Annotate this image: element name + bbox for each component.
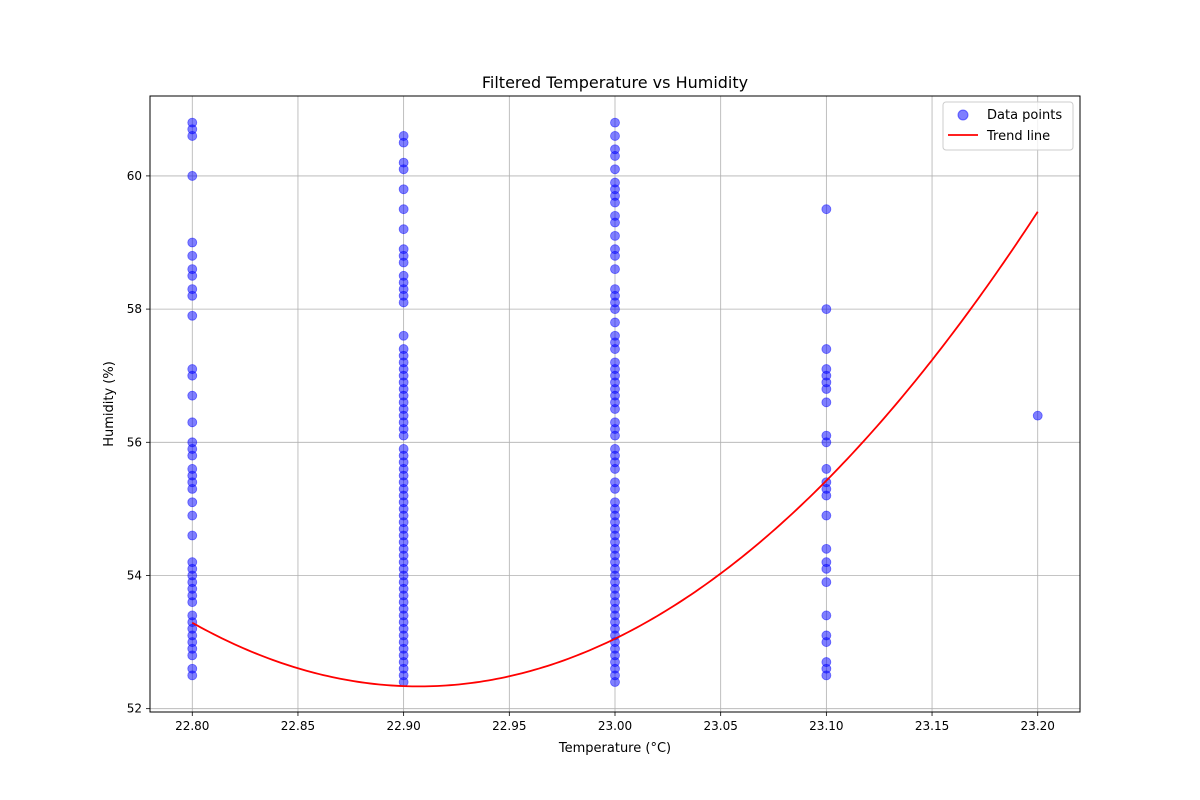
data-point — [821, 510, 832, 521]
data-point — [187, 270, 198, 281]
data-point — [821, 397, 832, 408]
y-tick-label: 60 — [127, 169, 142, 183]
x-tick-label: 23.05 — [704, 719, 738, 733]
data-point — [610, 217, 620, 228]
data-point — [821, 437, 832, 448]
data-point — [821, 204, 832, 215]
data-point — [187, 250, 198, 261]
data-point — [610, 151, 620, 161]
legend-box — [942, 101, 1074, 151]
data-point — [610, 404, 620, 414]
x-tick-label: 22.80 — [175, 719, 209, 733]
chart-title: Filtered Temperature vs Humidity — [482, 73, 748, 92]
data-point — [187, 450, 198, 461]
trend-line — [191, 211, 1039, 688]
data-point — [187, 131, 198, 141]
legend-label-trend-line: Trend line — [986, 129, 1050, 144]
data-point — [398, 430, 409, 441]
data-point — [821, 490, 832, 501]
x-tick-label: 22.90 — [386, 719, 420, 733]
data-point — [187, 171, 198, 181]
x-tick-label: 22.85 — [281, 719, 315, 733]
data-point — [187, 310, 198, 321]
data-point — [610, 230, 620, 241]
data-point — [398, 164, 409, 175]
data-point — [610, 317, 620, 328]
data-point — [610, 344, 620, 354]
data-point — [187, 497, 198, 508]
data-point — [187, 650, 198, 661]
data-point — [187, 290, 198, 301]
y-tick-label: 54 — [127, 568, 142, 582]
data-point — [821, 670, 832, 681]
data-point — [821, 543, 832, 554]
data-point — [610, 464, 620, 474]
data-point — [610, 304, 620, 315]
legend: Data points Trend line — [942, 101, 1074, 151]
data-point — [398, 204, 409, 215]
data-point — [610, 117, 620, 128]
y-axis-label: Humidity (%) — [102, 361, 117, 447]
x-tick-label: 22.95 — [492, 719, 526, 733]
x-axis-ticks: 22.80 22.85 22.90 22.95 23.00 23.05 23.10 23.15… — [175, 712, 1055, 733]
x-tick-label: 23.10 — [809, 719, 843, 733]
data-point — [610, 484, 620, 494]
data-point — [398, 224, 409, 235]
trend-line-layer — [191, 211, 1039, 688]
data-point — [610, 250, 620, 261]
y-tick-label: 52 — [127, 702, 142, 716]
data-point — [1032, 410, 1043, 421]
data-point — [610, 164, 620, 175]
data-point — [821, 384, 832, 394]
data-point — [821, 464, 832, 474]
data-point — [610, 197, 620, 208]
y-axis-ticks: 52 54 56 58 60 — [127, 169, 150, 716]
data-point — [610, 131, 620, 141]
data-point — [398, 257, 409, 268]
data-point — [398, 137, 409, 148]
x-axis-label: Temperature (°C) — [558, 741, 671, 756]
data-point — [821, 610, 832, 621]
data-point — [821, 304, 832, 315]
data-point — [821, 344, 832, 354]
x-tick-label: 23.20 — [1021, 719, 1055, 733]
x-tick-label: 23.00 — [598, 719, 632, 733]
data-point — [610, 677, 620, 687]
data-point — [398, 330, 409, 341]
data-points — [187, 117, 1043, 687]
data-point — [821, 577, 832, 588]
data-point — [187, 390, 198, 401]
data-point — [821, 563, 832, 574]
data-point — [821, 637, 832, 647]
y-tick-label: 58 — [127, 302, 142, 316]
data-point — [610, 264, 620, 275]
data-point — [187, 530, 198, 541]
data-point — [187, 370, 198, 381]
data-point — [187, 237, 198, 248]
data-point — [398, 184, 409, 195]
data-point — [187, 484, 198, 494]
data-point — [398, 297, 409, 308]
data-point — [610, 430, 620, 441]
data-point — [187, 510, 198, 521]
legend-label-data-points: Data points — [987, 108, 1062, 123]
data-point — [187, 597, 198, 608]
data-point — [187, 670, 198, 681]
data-point — [187, 417, 198, 428]
legend-marker-data-points — [957, 109, 969, 121]
y-tick-label: 56 — [127, 435, 142, 449]
x-tick-label: 23.15 — [915, 719, 949, 733]
